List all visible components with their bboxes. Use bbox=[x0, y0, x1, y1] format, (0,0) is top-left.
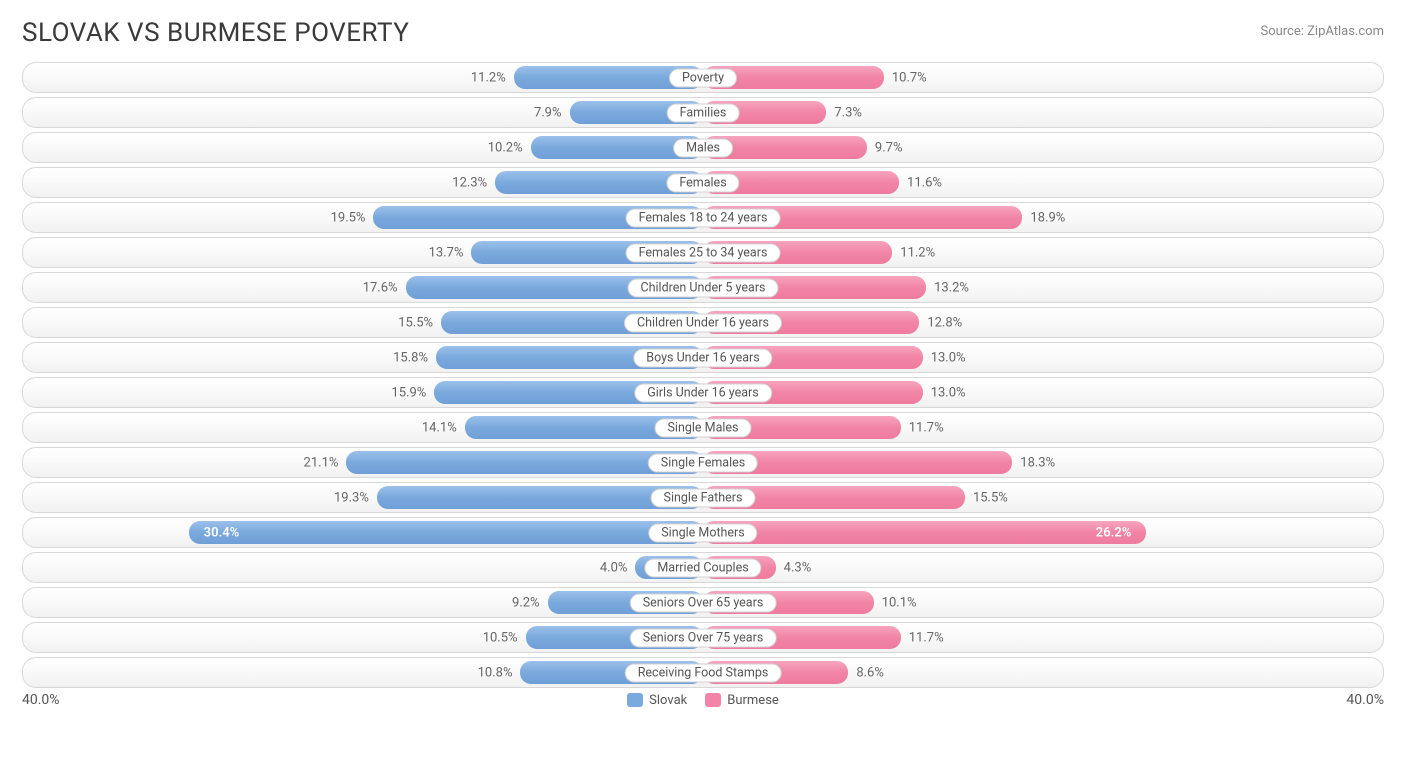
category-label: Females bbox=[666, 173, 739, 192]
chart-row: 15.5% 12.8% Children Under 16 years bbox=[22, 307, 1384, 338]
value-label-right: 13.2% bbox=[934, 280, 969, 295]
category-label: Seniors Over 75 years bbox=[630, 628, 777, 647]
category-label: Married Couples bbox=[644, 558, 761, 577]
chart-footer: 40.0% Slovak Burmese 40.0% bbox=[22, 692, 1384, 708]
chart-row: 15.9% 13.0% Girls Under 16 years bbox=[22, 377, 1384, 408]
chart-row: 11.2% 10.7% Poverty bbox=[22, 62, 1384, 93]
category-label: Families bbox=[667, 103, 740, 122]
value-label-right: 8.6% bbox=[856, 665, 884, 680]
value-label-right: 26.2% bbox=[1096, 525, 1132, 540]
value-label-left: 15.8% bbox=[393, 350, 428, 365]
category-label: Children Under 5 years bbox=[628, 278, 779, 297]
value-label-left: 13.7% bbox=[429, 245, 464, 260]
value-label-left: 11.2% bbox=[471, 70, 506, 85]
category-label: Girls Under 16 years bbox=[634, 383, 772, 402]
value-label-right: 15.5% bbox=[973, 490, 1008, 505]
category-label: Single Fathers bbox=[651, 488, 756, 507]
legend-swatch-left bbox=[627, 693, 643, 707]
value-label-left: 12.3% bbox=[452, 175, 487, 190]
axis-max-left: 40.0% bbox=[22, 692, 60, 708]
legend-item-left: Slovak bbox=[627, 693, 687, 708]
chart-row: 19.3% 15.5% Single Fathers bbox=[22, 482, 1384, 513]
legend-item-right: Burmese bbox=[705, 693, 779, 708]
value-label-left: 15.9% bbox=[391, 385, 426, 400]
chart-title: Slovak vs Burmese Poverty bbox=[22, 18, 409, 48]
bar-left bbox=[189, 521, 703, 544]
value-label-left: 10.8% bbox=[478, 665, 513, 680]
value-label-right: 18.3% bbox=[1020, 455, 1055, 470]
value-label-left: 19.5% bbox=[331, 210, 366, 225]
category-label: Boys Under 16 years bbox=[633, 348, 772, 367]
chart-row: 10.2% 9.7% Males bbox=[22, 132, 1384, 163]
value-label-left: 4.0% bbox=[600, 560, 628, 575]
value-label-right: 10.1% bbox=[882, 595, 917, 610]
category-label: Females 25 to 34 years bbox=[626, 243, 781, 262]
value-label-right: 11.6% bbox=[907, 175, 942, 190]
legend-label-right: Burmese bbox=[727, 693, 779, 708]
value-label-left: 21.1% bbox=[304, 455, 339, 470]
category-label: Single Mothers bbox=[648, 523, 757, 542]
chart-row: 12.3% 11.6% Females bbox=[22, 167, 1384, 198]
value-label-right: 10.7% bbox=[892, 70, 927, 85]
category-label: Receiving Food Stamps bbox=[625, 663, 782, 682]
chart-row: 13.7% 11.2% Females 25 to 34 years bbox=[22, 237, 1384, 268]
chart-row: 17.6% 13.2% Children Under 5 years bbox=[22, 272, 1384, 303]
category-label: Females 18 to 24 years bbox=[626, 208, 781, 227]
value-label-right: 4.3% bbox=[784, 560, 812, 575]
value-label-left: 7.9% bbox=[534, 105, 562, 120]
axis-max-right: 40.0% bbox=[1346, 692, 1384, 708]
category-label: Children Under 16 years bbox=[624, 313, 782, 332]
category-label: Single Females bbox=[648, 453, 758, 472]
source-attribution: Source: ZipAtlas.com bbox=[1260, 24, 1384, 39]
value-label-left: 15.5% bbox=[398, 315, 433, 330]
chart-row: 15.8% 13.0% Boys Under 16 years bbox=[22, 342, 1384, 373]
chart-header: Slovak vs Burmese Poverty Source: ZipAtl… bbox=[22, 18, 1384, 48]
chart-row: 10.5% 11.7% Seniors Over 75 years bbox=[22, 622, 1384, 653]
legend-label-left: Slovak bbox=[649, 693, 687, 708]
value-label-right: 18.9% bbox=[1030, 210, 1065, 225]
legend: Slovak Burmese bbox=[627, 693, 779, 708]
chart-row: 7.9% 7.3% Families bbox=[22, 97, 1384, 128]
value-label-left: 10.5% bbox=[483, 630, 518, 645]
chart-row: 21.1% 18.3% Single Females bbox=[22, 447, 1384, 478]
value-label-right: 13.0% bbox=[931, 385, 966, 400]
bar-right bbox=[703, 521, 1146, 544]
chart-row: 30.4% 26.2% Single Mothers bbox=[22, 517, 1384, 548]
value-label-left: 9.2% bbox=[512, 595, 540, 610]
value-label-left: 19.3% bbox=[334, 490, 369, 505]
value-label-left: 17.6% bbox=[363, 280, 398, 295]
value-label-right: 11.7% bbox=[909, 420, 944, 435]
category-label: Seniors Over 65 years bbox=[630, 593, 777, 612]
value-label-right: 12.8% bbox=[927, 315, 962, 330]
value-label-right: 7.3% bbox=[834, 105, 862, 120]
value-label-right: 9.7% bbox=[875, 140, 903, 155]
chart-row: 10.8% 8.6% Receiving Food Stamps bbox=[22, 657, 1384, 688]
legend-swatch-right bbox=[705, 693, 721, 707]
chart-row: 14.1% 11.7% Single Males bbox=[22, 412, 1384, 443]
category-label: Males bbox=[673, 138, 733, 157]
value-label-left: 14.1% bbox=[422, 420, 457, 435]
diverging-bar-chart: 11.2% 10.7% Poverty 7.9% 7.3% Families 10.2% 9.… bbox=[22, 62, 1384, 688]
chart-row: 9.2% 10.1% Seniors Over 65 years bbox=[22, 587, 1384, 618]
value-label-right: 11.7% bbox=[909, 630, 944, 645]
chart-row: 19.5% 18.9% Females 18 to 24 years bbox=[22, 202, 1384, 233]
value-label-left: 10.2% bbox=[488, 140, 523, 155]
value-label-right: 13.0% bbox=[931, 350, 966, 365]
category-label: Single Males bbox=[655, 418, 752, 437]
value-label-left: 30.4% bbox=[204, 525, 240, 540]
category-label: Poverty bbox=[669, 68, 737, 87]
value-label-right: 11.2% bbox=[900, 245, 935, 260]
chart-row: 4.0% 4.3% Married Couples bbox=[22, 552, 1384, 583]
